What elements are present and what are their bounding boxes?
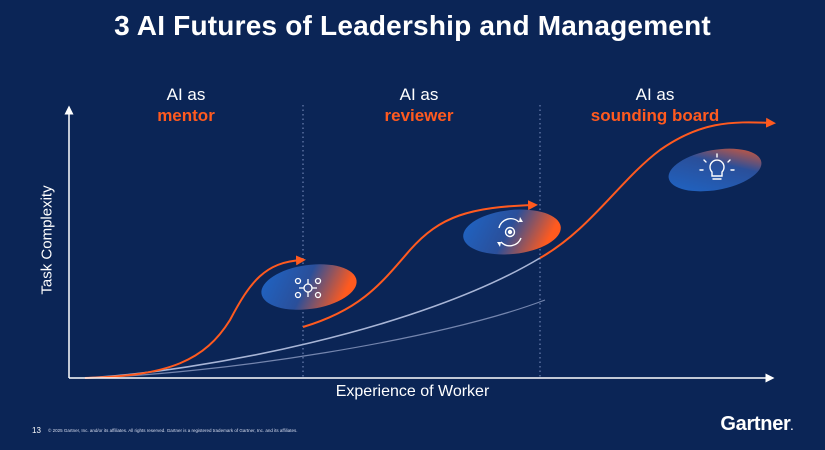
logo-text: Gartner: [720, 413, 791, 435]
growth-curve-mentor: [84, 255, 306, 379]
copyright-notice: © 2025 Gartner, Inc. and/or its affiliat…: [48, 428, 298, 433]
growth-curve-sounding-board: [539, 117, 776, 259]
phase-name: mentor: [157, 106, 215, 125]
phase-prefix: AI as: [166, 85, 206, 104]
phase-prefix: AI as: [635, 85, 675, 104]
phase-sounding-board: AI as sounding board: [540, 84, 770, 126]
growth-curve-reviewer: [302, 200, 538, 328]
y-axis-label: Task Complexity: [38, 185, 56, 295]
gartner-logo: Gartner.: [720, 413, 793, 436]
network-gear-icon: [261, 264, 357, 310]
phase-mentor: AI as mentor: [71, 84, 301, 126]
page-number: 13: [32, 426, 41, 435]
x-axis-label: Experience of Worker: [335, 383, 490, 400]
slide-title: 3 AI Futures of Leadership and Managemen…: [114, 10, 711, 41]
logo-mark: .: [790, 422, 794, 433]
phase-name: reviewer: [384, 106, 454, 125]
phase-reviewer: AI as reviewer: [304, 84, 534, 126]
phase-name: sounding board: [590, 106, 720, 125]
lightbulb-icon: [668, 148, 762, 192]
experience-curve-lower: [84, 299, 546, 379]
gear-cycle-icon: [463, 209, 561, 255]
phase-prefix: AI as: [399, 85, 439, 104]
